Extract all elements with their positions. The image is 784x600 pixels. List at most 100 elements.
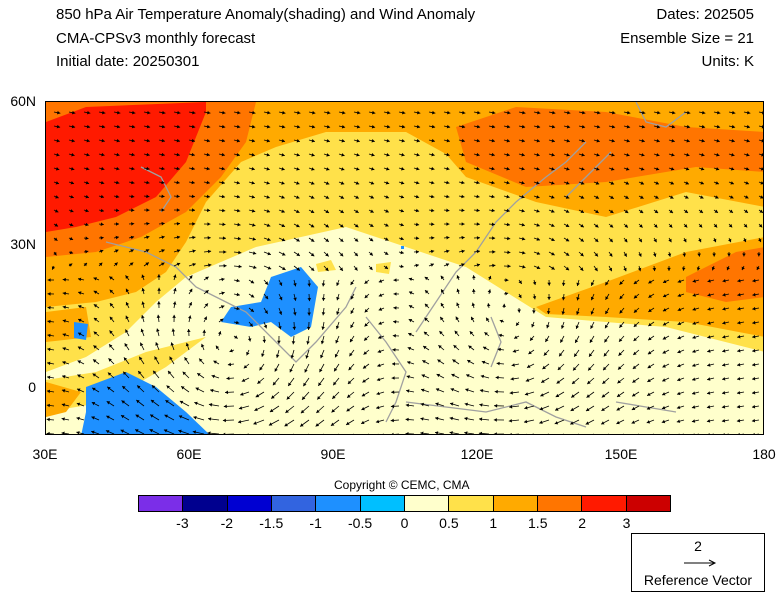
wind-vector-head: [176, 152, 180, 157]
wind-vector-head: [506, 180, 510, 185]
shade-2-3: [46, 102, 206, 232]
wind-vector-head: [116, 166, 120, 171]
wind-vector-head: [625, 195, 629, 199]
x-tick-30e: 30E: [32, 446, 58, 462]
wind-vector-head: [610, 167, 615, 171]
wind-vector-head: [252, 223, 256, 227]
wind-vector-head: [716, 124, 721, 129]
wind-vector-head: [121, 415, 125, 419]
wind-vector-head: [640, 167, 645, 171]
wind-vector-head: [530, 337, 534, 341]
wind-vector-head: [164, 414, 168, 418]
wind-vector-head: [677, 307, 682, 312]
wind-vector-head: [687, 110, 691, 115]
wind-vector-head: [221, 138, 225, 143]
wind-vector-head: [264, 310, 268, 314]
wind-vector-head: [431, 166, 435, 171]
wind-vector-head: [385, 223, 389, 227]
wind-vector-head: [268, 422, 273, 426]
wind-vector-head: [202, 329, 206, 333]
wind-vector-head: [115, 180, 120, 185]
y-tick-30n: 30N: [10, 236, 36, 252]
wind-vector-head: [331, 409, 335, 413]
wind-vector-head: [255, 394, 260, 398]
wind-vector-head: [637, 267, 642, 272]
wind-vector-head: [677, 335, 681, 340]
wind-vector-head: [493, 418, 497, 422]
wind-vector-head: [655, 167, 660, 171]
wind-vector-head: [516, 322, 520, 326]
wind-vector-head: [170, 342, 174, 346]
colorbar-label: -2: [220, 515, 234, 531]
wind-vector-head: [340, 224, 344, 228]
wind-vector-head: [400, 181, 405, 185]
wind-vector-head: [580, 238, 584, 242]
wind-vector-head: [310, 252, 315, 257]
wind-vector-head: [123, 371, 127, 375]
wind-vector-head: [54, 223, 58, 227]
wind-vector-head: [341, 139, 345, 143]
wind-vector-head: [296, 267, 300, 271]
wind-vector-head: [745, 195, 749, 199]
wind-vector-head: [176, 249, 181, 253]
wind-vector-head: [586, 407, 590, 411]
wind-vector-head: [188, 302, 192, 306]
wind-vector-head: [580, 224, 584, 228]
wind-vector-head: [93, 317, 98, 322]
colorbar-swatch: [183, 496, 228, 511]
wind-vector-head: [491, 166, 495, 171]
wind-vector: [608, 433, 609, 434]
wind-vector-head: [162, 110, 166, 115]
wind-vector-head: [676, 405, 681, 409]
wind-vector-head: [525, 378, 530, 382]
wind-vector-head: [206, 138, 210, 143]
wind-vector-head: [177, 110, 181, 115]
wind-vector-head: [326, 139, 330, 143]
wind-vector-head: [731, 153, 735, 157]
wind-vector-head: [594, 253, 598, 257]
wind-vector-head: [722, 321, 726, 325]
wind-vector-head: [335, 325, 340, 330]
wind-vector-head: [161, 194, 165, 199]
wind-vector-head: [595, 195, 599, 199]
wind-vector-head: [506, 153, 510, 157]
wind-vector-head: [605, 296, 609, 300]
wind-vector-head: [55, 195, 59, 199]
wind-vector: [308, 433, 309, 434]
wind-vector-head: [522, 265, 526, 269]
wind-vector-head: [335, 339, 339, 344]
wind-vector-head: [130, 235, 135, 240]
wind-vector-head: [491, 124, 496, 129]
wind-vector-head: [85, 181, 90, 185]
wind-vector-head: [713, 238, 717, 243]
wind-vector-head: [53, 251, 57, 256]
wind-vector-head: [222, 418, 226, 423]
wind-vector-head: [364, 280, 368, 284]
wind-vector-head: [477, 110, 481, 115]
wind-vector-head: [642, 110, 646, 115]
wind-vector-head: [311, 139, 315, 143]
wind-vector-head: [253, 265, 257, 269]
wind-vector-head: [102, 110, 106, 115]
wind-vector-head: [536, 153, 540, 157]
wind-vector-head: [476, 222, 480, 226]
wind-vector-head: [546, 324, 550, 329]
wind-vector: [394, 433, 399, 434]
wind-vector-head: [476, 166, 480, 171]
wind-vector-head: [506, 194, 510, 199]
wind-vector-head: [446, 235, 450, 240]
wind-vector-head: [350, 324, 354, 328]
wind-vector-head: [536, 167, 540, 171]
wind-vector-head: [266, 181, 270, 185]
wind-vector-head: [300, 423, 304, 427]
wind-vector-head: [438, 345, 442, 349]
wind-vector-head: [306, 341, 310, 345]
wind-vector-head: [715, 181, 719, 185]
wind-vector: [262, 433, 264, 434]
wind-vector-head: [638, 238, 642, 243]
wind-vector-head: [565, 181, 570, 185]
wind-vector-head: [752, 348, 756, 353]
wind-vector-head: [570, 421, 574, 425]
wind-vector-head: [582, 110, 586, 115]
wind-vector-head: [350, 281, 354, 285]
